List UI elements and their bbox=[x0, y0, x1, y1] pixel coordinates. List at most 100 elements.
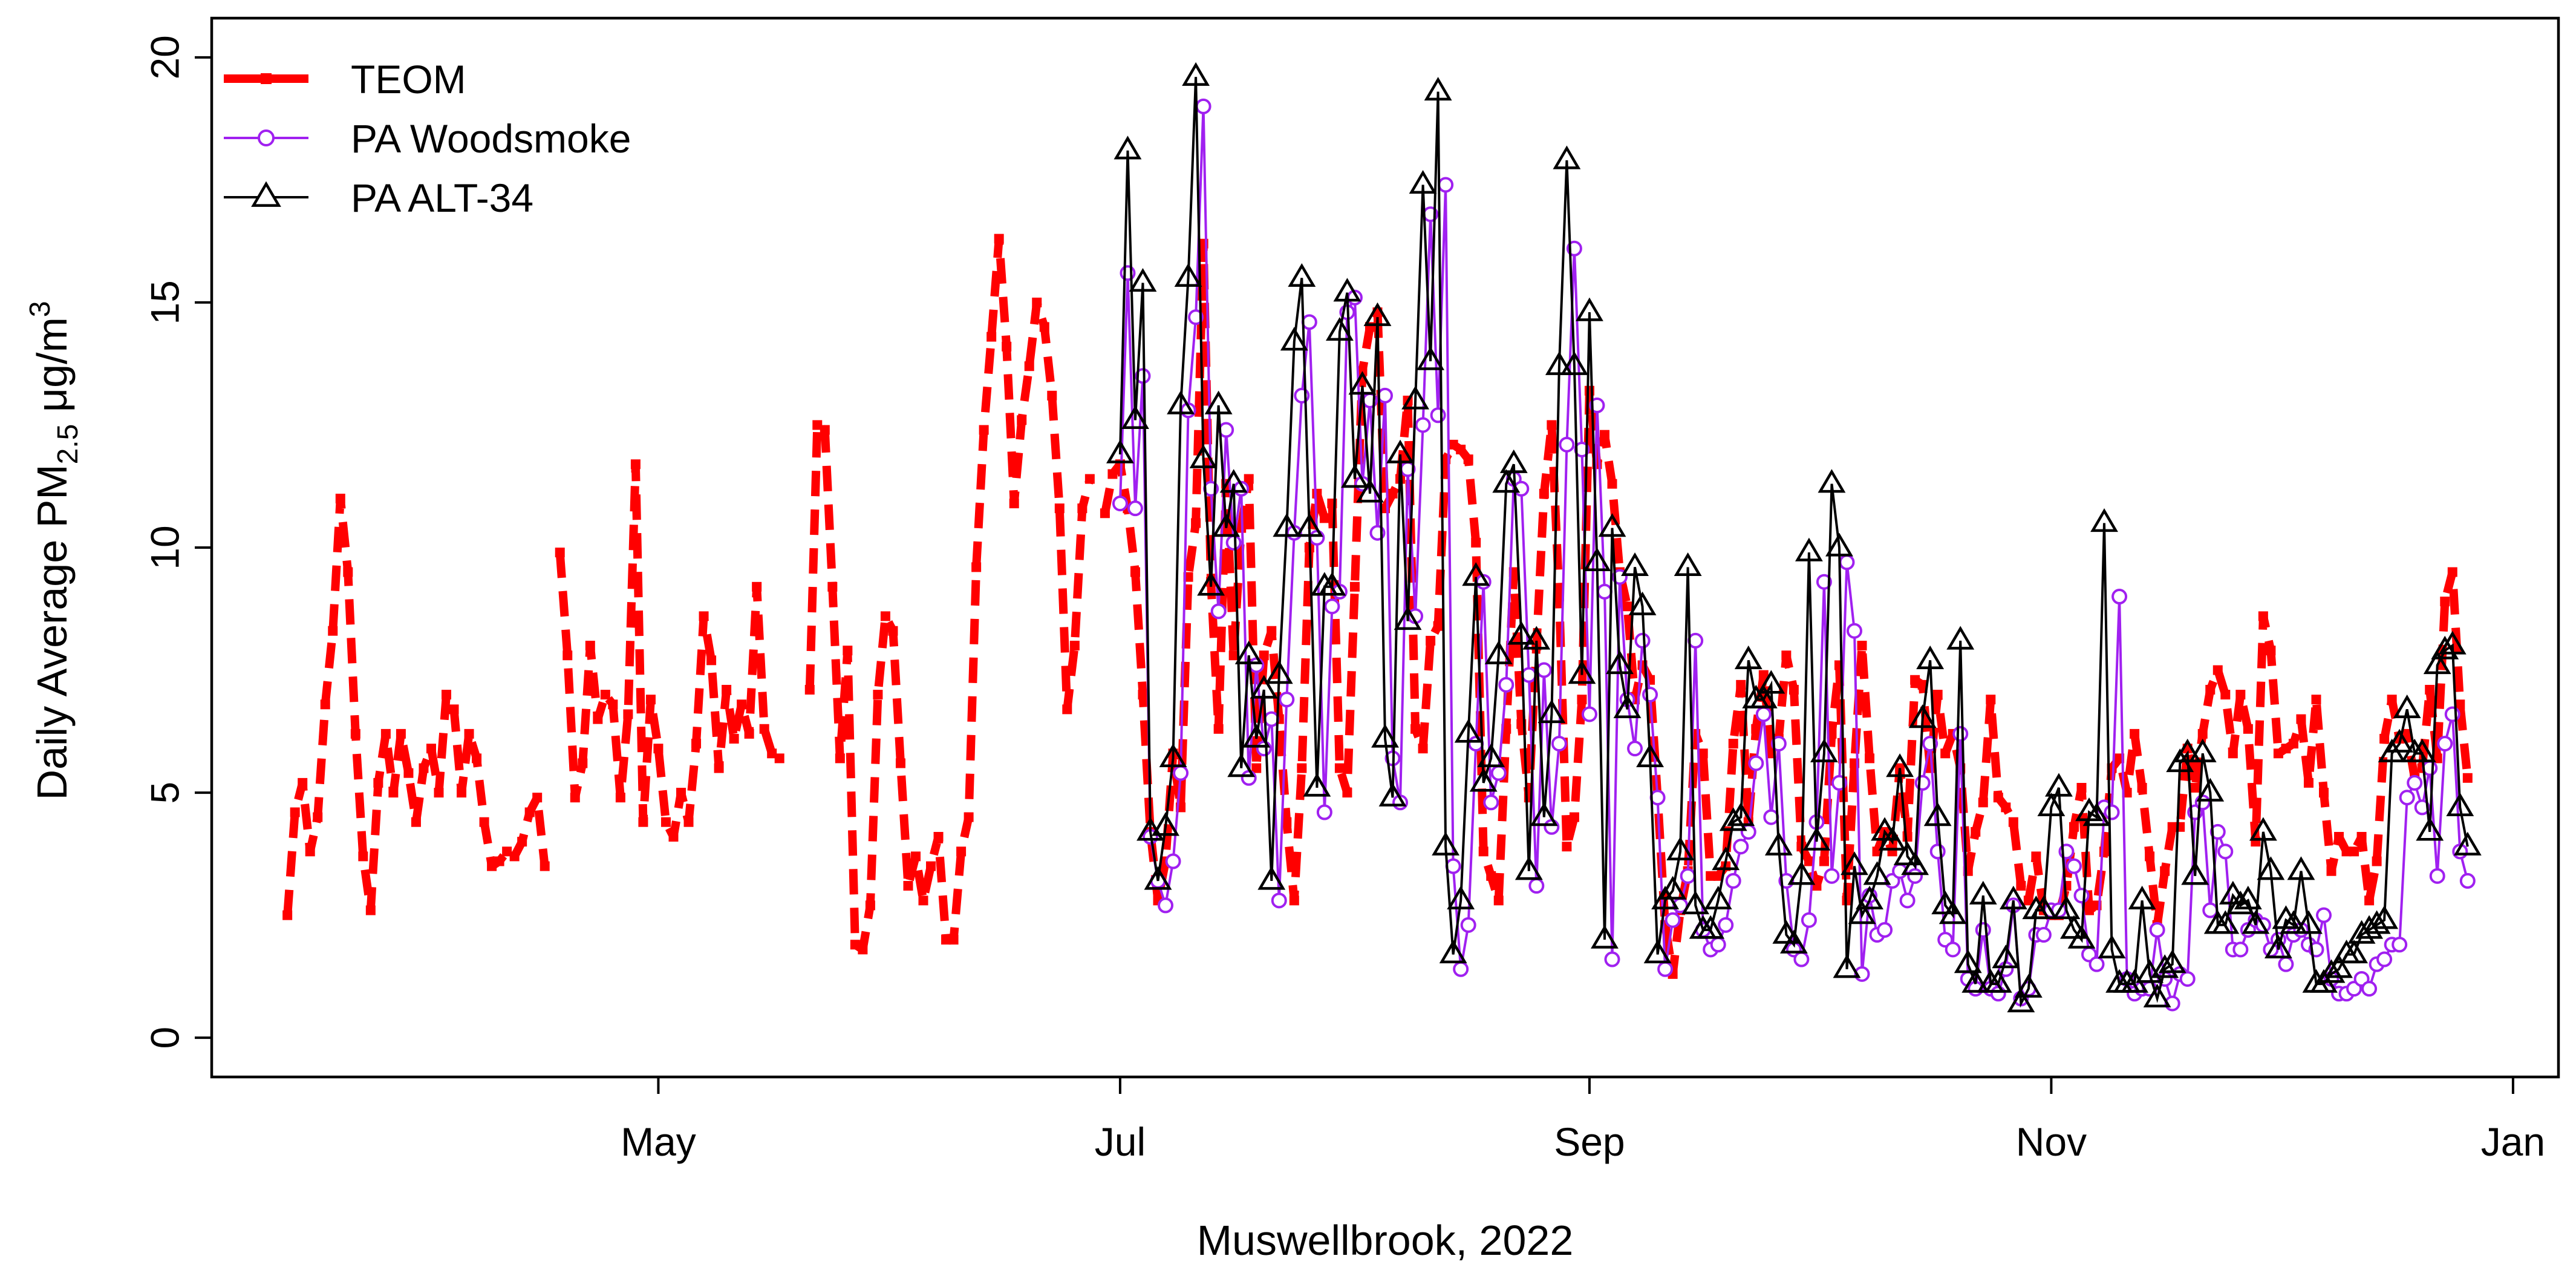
alt34-point bbox=[1628, 591, 1657, 615]
teom-point bbox=[2258, 611, 2268, 621]
teom-point bbox=[320, 699, 330, 710]
teom-point bbox=[2190, 782, 2200, 793]
alt34-point bbox=[1189, 444, 1218, 468]
teom-point bbox=[472, 753, 482, 764]
teom-point bbox=[2084, 905, 2094, 915]
alt34-point bbox=[2128, 885, 2156, 909]
woodsmoke-point bbox=[2194, 794, 2211, 811]
teom-point bbox=[1471, 537, 1481, 548]
woodsmoke-point bbox=[2035, 927, 2052, 943]
teom-point bbox=[956, 846, 967, 857]
teom-point bbox=[645, 695, 656, 705]
woodsmoke-point bbox=[2361, 981, 2378, 997]
teom-point bbox=[502, 846, 512, 857]
woodsmoke-point bbox=[1301, 314, 1317, 330]
alt34-point bbox=[1159, 743, 1187, 768]
teom-point bbox=[1728, 739, 1738, 749]
alt34-point bbox=[1295, 513, 1323, 537]
alt34-point bbox=[2385, 728, 2414, 753]
teom-point bbox=[1562, 842, 1572, 852]
teom-point bbox=[850, 940, 860, 950]
alt34-point bbox=[2317, 959, 2346, 983]
teom-point bbox=[2372, 856, 2382, 866]
alt34-point bbox=[2173, 738, 2202, 762]
alt34-point bbox=[2226, 890, 2255, 915]
alt34-point bbox=[2188, 738, 2217, 762]
woodsmoke-point bbox=[2444, 706, 2460, 722]
woodsmoke-point bbox=[1453, 961, 1469, 977]
alt34-point bbox=[1219, 469, 1248, 493]
woodsmoke-point bbox=[1460, 917, 1476, 933]
teom-point bbox=[1130, 567, 1140, 577]
woodsmoke-point bbox=[1551, 736, 1567, 752]
alt34-point bbox=[1946, 626, 1975, 650]
teom-point bbox=[388, 788, 399, 798]
teom-point bbox=[1334, 763, 1345, 773]
teom-point bbox=[858, 944, 868, 955]
woodsmoke-point bbox=[2376, 951, 2393, 967]
alt34-point bbox=[1772, 920, 1801, 944]
teom-point bbox=[1069, 641, 1080, 651]
alt34-point bbox=[1417, 346, 1445, 370]
alt34-point bbox=[1333, 278, 1361, 302]
woodsmoke-point bbox=[2104, 804, 2120, 820]
alt34-point bbox=[1999, 885, 2027, 909]
teom-point bbox=[1312, 488, 1322, 499]
alt34-point bbox=[1674, 552, 1702, 577]
alt34-point bbox=[1658, 875, 1687, 900]
teom-point bbox=[706, 655, 717, 666]
teom-point bbox=[532, 793, 543, 803]
teom-point bbox=[1024, 361, 1034, 371]
teom-point bbox=[335, 493, 345, 503]
teom-point bbox=[2349, 846, 2359, 857]
teom-point bbox=[1410, 724, 1421, 734]
teom-point bbox=[2296, 714, 2306, 724]
alt34-point bbox=[2362, 910, 2391, 934]
alt34-point bbox=[1621, 552, 1649, 577]
teom-point bbox=[933, 832, 944, 842]
woodsmoke-point bbox=[1763, 809, 1779, 825]
teom-point bbox=[1251, 763, 1262, 773]
teom-point bbox=[494, 856, 504, 866]
legend-marker-pa-woodsmoke bbox=[258, 129, 275, 146]
woodsmoke-point bbox=[1755, 706, 1772, 722]
alt34-point bbox=[1833, 954, 1861, 978]
woodsmoke-point bbox=[1627, 741, 1643, 757]
teom-point bbox=[1486, 871, 1496, 881]
alt34-point bbox=[1841, 851, 1868, 875]
x-tick-label: Nov bbox=[2016, 1119, 2087, 1164]
woodsmoke-point bbox=[1536, 662, 1552, 678]
teom-point bbox=[358, 851, 368, 862]
legend-marker-pa-alt-34 bbox=[251, 181, 281, 207]
woodsmoke-point bbox=[2437, 736, 2453, 752]
alt34-point bbox=[1432, 831, 1460, 856]
x-tick-label: May bbox=[621, 1119, 696, 1164]
alt34-point bbox=[1931, 890, 1960, 915]
alt34-point bbox=[1371, 724, 1399, 748]
alt34-point bbox=[1394, 606, 1422, 630]
teom-point bbox=[1569, 812, 1579, 822]
teom-point bbox=[1993, 793, 2003, 803]
woodsmoke-point bbox=[1839, 554, 1855, 571]
woodsmoke-point bbox=[1718, 917, 1734, 933]
teom-point bbox=[1282, 817, 1292, 827]
y-tick-label: 15 bbox=[142, 280, 187, 324]
alt34-point bbox=[1537, 699, 1566, 724]
teom-point bbox=[827, 581, 838, 592]
woodsmoke-point bbox=[1256, 741, 1272, 757]
teom-point bbox=[1978, 797, 1988, 808]
teom-point bbox=[2023, 895, 2033, 906]
teom-point bbox=[941, 935, 951, 945]
alt34-point bbox=[2211, 910, 2240, 934]
woodsmoke-point bbox=[1952, 725, 1969, 742]
alt34-point bbox=[2082, 802, 2111, 826]
woodsmoke-point bbox=[1559, 436, 1575, 453]
x-tick-label: Jan bbox=[2481, 1119, 2545, 1164]
teom-point bbox=[2266, 646, 2276, 656]
teom-point bbox=[1289, 895, 1299, 906]
teom-point bbox=[865, 900, 875, 911]
alt34-point bbox=[1878, 826, 1906, 851]
teom-point bbox=[888, 626, 898, 636]
alt34-point bbox=[1325, 317, 1354, 341]
